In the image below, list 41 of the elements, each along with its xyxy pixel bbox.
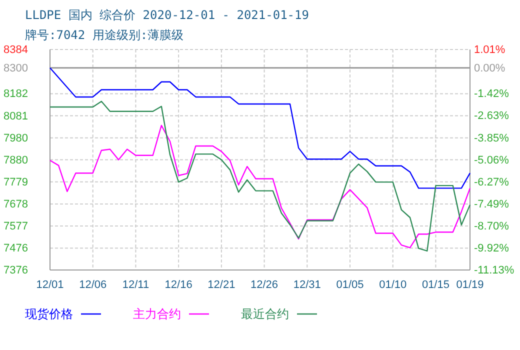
- y-tick-label: 8182: [4, 88, 28, 100]
- y2-tick-label: -11.13%: [474, 264, 514, 277]
- x-tick-label: 01/10: [379, 278, 407, 291]
- legend-label: 最近合约: [241, 307, 289, 321]
- y2-tick-label: 0.00%: [474, 62, 506, 74]
- legend-label: 主力合约: [133, 307, 181, 321]
- chart-subtitle: 牌号:7042 用途级别:薄膜级: [25, 28, 184, 42]
- chart-title: LLDPE 国内 综合价 2020-12-01 - 2021-01-19: [25, 8, 309, 22]
- x-tick-label: 12/01: [36, 278, 64, 291]
- y2-tick-label: -7.49%: [474, 198, 510, 210]
- x-tick-label: 12/26: [250, 278, 278, 291]
- line-series: [49, 67, 471, 189]
- y2-tick-label: -3.85%: [474, 132, 510, 144]
- line-series: [49, 124, 471, 248]
- y2-tick-label: -8.70%: [474, 220, 510, 232]
- y2-tick-label: -2.63%: [474, 110, 510, 122]
- y-tick-label: 7880: [4, 154, 28, 166]
- x-tick-label: 12/06: [79, 278, 107, 291]
- y-tick-label: 8081: [4, 110, 28, 122]
- y-tick-label: 8300: [4, 62, 28, 74]
- y2-tick-label: -6.27%: [474, 176, 510, 188]
- y2-tick-label: -5.06%: [474, 154, 510, 166]
- x-tick-label: 12/16: [164, 278, 192, 291]
- x-tick-label: 12/31: [293, 278, 321, 291]
- y2-tick-label: -9.92%: [474, 242, 510, 255]
- y-tick-label: 7980: [4, 132, 28, 144]
- y-tick-label: 7376: [4, 264, 28, 277]
- x-tick-label: 12/21: [208, 278, 236, 291]
- x-tick-label: 01/15: [422, 278, 450, 291]
- x-tick-label: 12/11: [122, 278, 150, 291]
- line-series: [49, 100, 471, 252]
- legend-label: 现货价格: [25, 307, 73, 321]
- y2-tick-label: -1.42%: [474, 88, 510, 100]
- y-tick-label: 8384: [4, 44, 28, 56]
- y-tick-label: 7678: [4, 198, 28, 210]
- y-tick-label: 7779: [4, 176, 28, 188]
- y-tick-label: 7476: [4, 242, 28, 255]
- x-tick-label: 01/19: [456, 278, 484, 291]
- y-tick-label: 7577: [4, 220, 28, 233]
- y2-tick-label: 1.01%: [474, 44, 506, 56]
- x-tick-label: 01/05: [336, 278, 364, 291]
